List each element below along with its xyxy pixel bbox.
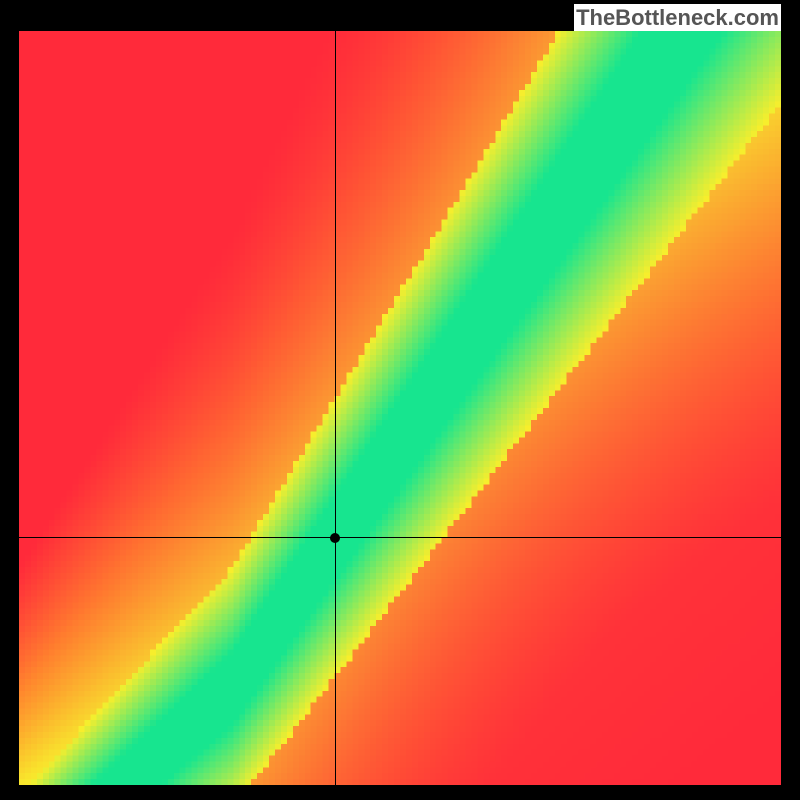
crosshair-horizontal	[19, 537, 781, 538]
watermark-text: TheBottleneck.com	[574, 4, 781, 31]
crosshair-vertical	[335, 31, 336, 785]
heatmap-canvas	[19, 31, 781, 785]
chart-container: TheBottleneck.com	[0, 0, 800, 800]
crosshair-dot	[330, 533, 340, 543]
